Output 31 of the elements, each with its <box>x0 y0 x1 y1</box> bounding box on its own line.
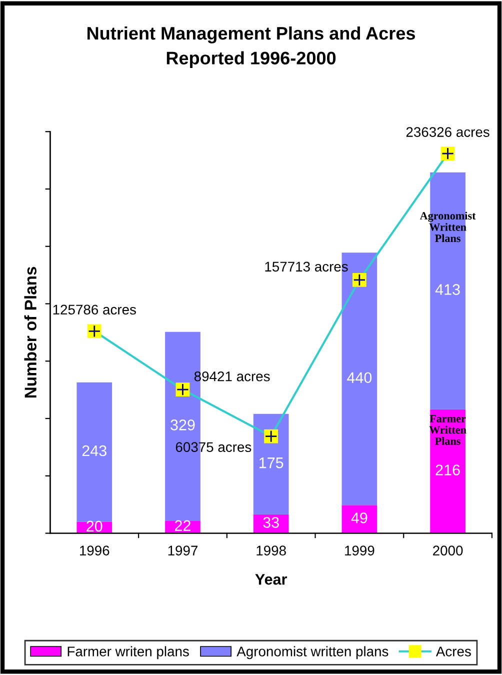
data-label: 440 <box>347 372 372 384</box>
x-axis-title: Year <box>255 574 287 585</box>
data-label: 175 <box>260 458 284 468</box>
legend-label: Acres <box>436 646 471 656</box>
data-label: 33 <box>263 517 279 528</box>
y-axis-title: Number of Plans <box>24 266 36 398</box>
legend-label: Agronomist written plans <box>236 646 388 660</box>
data-label: 20 <box>86 520 102 532</box>
data-label: 60375 acres <box>176 442 252 452</box>
chart-title: Nutrient Management Plans and Acres Reported 1996-2000 <box>88 26 415 68</box>
data-label: 329 <box>170 420 195 430</box>
x-tick-label: 2000 <box>433 546 463 556</box>
data-label: 89421 acres <box>194 371 270 382</box>
data-label: 157713 acres <box>265 262 348 272</box>
x-tick-label: 1997 <box>168 546 198 556</box>
x-tick-label: 1999 <box>345 546 374 556</box>
bar <box>253 414 289 514</box>
data-label: 49 <box>351 512 368 524</box>
data-label: 413 <box>435 284 460 295</box>
data-label: 125786 acres <box>53 304 136 315</box>
legend-label: Farmer writen plans <box>68 646 189 660</box>
bar <box>76 382 112 522</box>
data-label: 216 <box>436 464 460 476</box>
bar <box>430 409 466 534</box>
data-label: 22 <box>175 520 190 531</box>
bar <box>342 505 378 534</box>
annotation: Agronomist Written Plans <box>420 212 476 242</box>
x-tick-label: 1996 <box>80 546 110 556</box>
data-label: 236326 acres <box>406 127 490 137</box>
data-label: 243 <box>82 445 106 456</box>
x-tick-label: 1998 <box>256 546 286 556</box>
